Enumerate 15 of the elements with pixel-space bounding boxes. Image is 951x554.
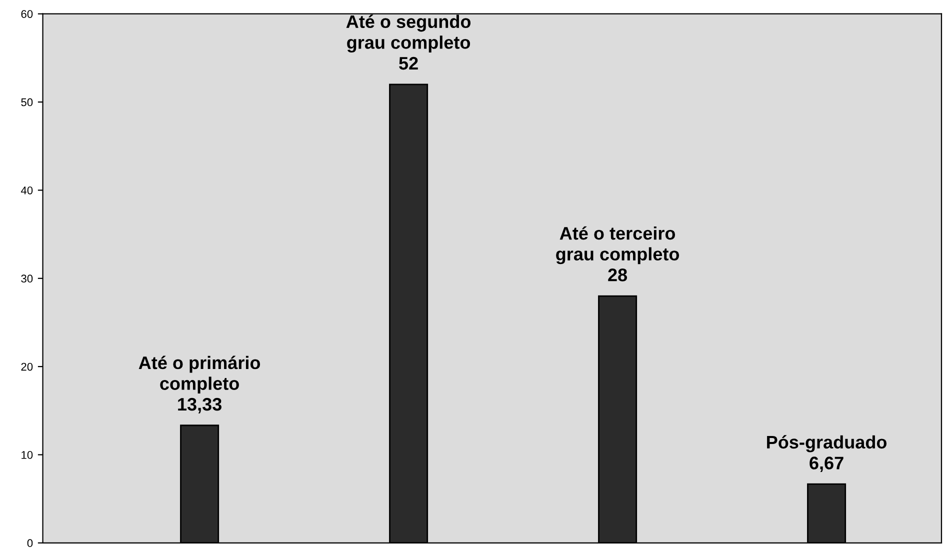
x-tick-label: Até o primário completo	[138, 356, 260, 394]
y-tick-label: 10	[22, 451, 33, 459]
data-label: 52	[399, 56, 418, 70]
data-label: 28	[608, 268, 628, 282]
y-tick-label: 40	[20, 186, 33, 194]
x-tick-label: Pós-graduado	[767, 435, 887, 452]
data-label: 6,67	[810, 456, 844, 472]
y-tick-label: 60	[21, 10, 33, 18]
x-tick-label: Até o terceiro grau completo	[556, 226, 680, 264]
y-tick-label: 20	[21, 362, 33, 371]
y-tick-label: 30	[21, 274, 33, 283]
data-label: 13,33	[178, 398, 222, 414]
x-tick-label: Até o segundo grau completo	[346, 14, 471, 53]
y-tick-label: 0	[27, 539, 33, 548]
y-tick-label: 50	[21, 98, 33, 106]
